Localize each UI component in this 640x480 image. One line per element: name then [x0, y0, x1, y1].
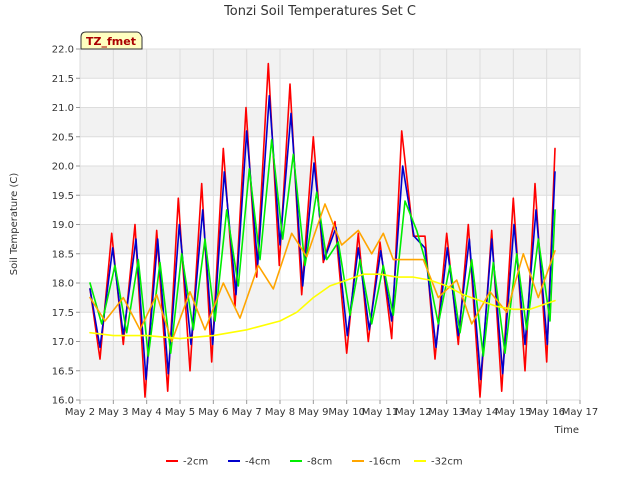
x-tick-label: May 8 [265, 407, 295, 418]
series-layer [89, 62, 556, 398]
x-tick-label: May 17 [562, 407, 599, 418]
x-tick-label: May 16 [528, 407, 565, 418]
y-tick-label: 19.0 [52, 220, 74, 231]
site-tag-box [80, 31, 143, 50]
y-tick-label: 17.5 [52, 308, 74, 319]
grid-band [80, 49, 580, 79]
x-tick-label: May 3 [98, 407, 128, 418]
x-tick-label: May 4 [132, 407, 162, 418]
series-line-neg2cm [89, 62, 556, 398]
x-tick-label: May 14 [462, 407, 499, 418]
grid-band [80, 107, 580, 137]
y-tick-label: 20.0 [52, 162, 74, 173]
x-tick-label: May 2 [65, 407, 95, 418]
y-tick-label: 22.0 [52, 45, 74, 56]
x-tick-label: May 15 [495, 407, 532, 418]
x-tick-label: May 11 [362, 407, 399, 418]
x-axis-label: Time [554, 425, 579, 436]
grid-band [80, 341, 580, 371]
y-tick-label: 18.0 [52, 279, 74, 290]
chart-title: Tonzi Soil Temperatures Set C [223, 4, 416, 19]
x-axis-ticks: May 2 May 3 May 4 May 5 May 6 May 7 May 8 May 9… [65, 400, 598, 418]
legend-label: -8cm [307, 457, 332, 468]
y-axis-ticks: 16.0 16.5 17.0 17.5 18.0 18.5 19.0 19.5 20.0 20.5… [52, 45, 80, 407]
x-tick-label: May 5 [165, 407, 195, 418]
x-tick-label: May 13 [428, 407, 465, 418]
y-tick-label: 17.0 [52, 337, 74, 348]
plot-area [79, 48, 581, 401]
legend-label: -2cm [183, 457, 208, 468]
x-tick-label: May 9 [298, 407, 328, 418]
y-tick-label: 18.5 [52, 249, 74, 260]
legend-label: -4cm [245, 457, 270, 468]
series-line-neg32cm [89, 273, 556, 340]
legend-label: -16cm [369, 457, 401, 468]
site-tag-label: TZ_fmet [86, 35, 136, 48]
series-line-neg16cm [89, 203, 556, 343]
y-tick-label: 16.5 [52, 366, 74, 377]
y-tick-label: 19.5 [52, 191, 74, 202]
site-tag: TZ_fmet [80, 31, 143, 50]
y-tick-label: 21.0 [52, 103, 74, 114]
series-line-neg8cm [89, 138, 556, 357]
x-tick-label: May 12 [395, 407, 432, 418]
x-tick-label: May 7 [232, 407, 262, 418]
grid-band [80, 166, 580, 196]
legend: -2cm -4cm -8cm -16cm -32cm [166, 457, 463, 468]
y-tick-label: 16.0 [52, 396, 74, 407]
y-tick-label: 20.5 [52, 132, 74, 143]
x-tick-label: May 6 [198, 407, 228, 418]
series-line-neg4cm [89, 95, 556, 381]
y-axis-label: Soil Temperature (C) [9, 173, 20, 276]
y-tick-label: 21.5 [52, 74, 74, 85]
legend-label: -32cm [431, 457, 463, 468]
x-tick-label: May 10 [328, 407, 365, 418]
